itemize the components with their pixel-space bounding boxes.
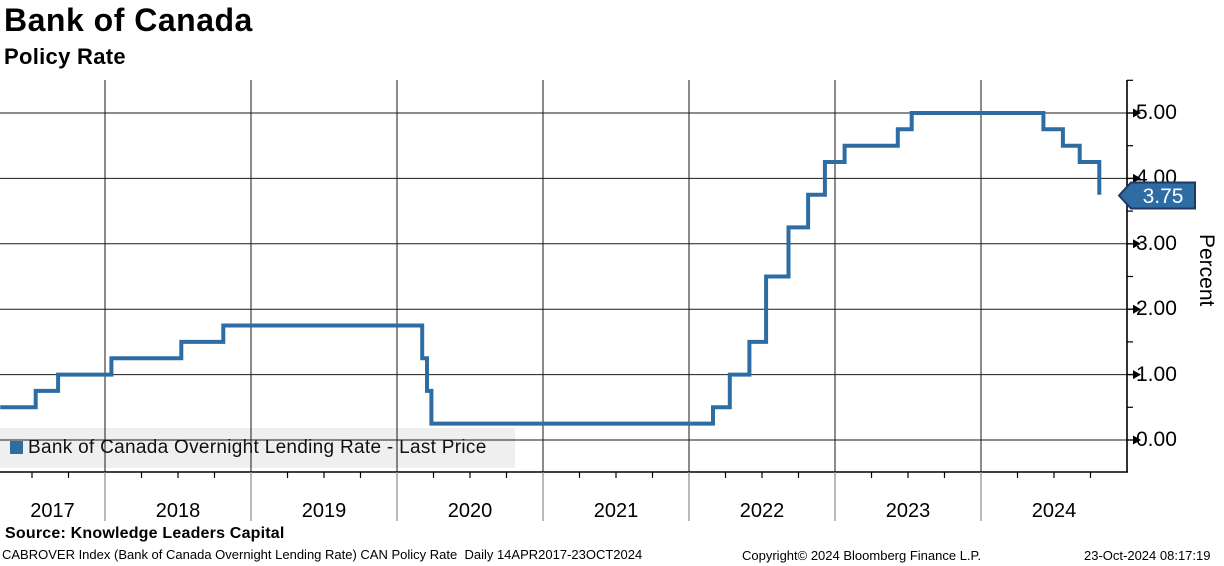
chart-title: Bank of Canada bbox=[4, 2, 253, 38]
y-axis-label: 0.00 bbox=[1136, 428, 1177, 451]
last-price-badge-shape bbox=[1117, 181, 1196, 210]
y-axis-label: 3.00 bbox=[1136, 231, 1177, 255]
x-axis-label: 2024 bbox=[1031, 500, 1077, 522]
x-axis-label: 2021 bbox=[593, 500, 639, 522]
copyright-text: Copyright© 2024 Bloomberg Finance L.P. bbox=[742, 548, 982, 563]
y-tick-arrow bbox=[1133, 239, 1141, 249]
y-tick-arrow bbox=[1133, 304, 1141, 314]
x-axis-label: 2022 bbox=[739, 500, 785, 522]
legend-label: Bank of Canada Overnight Lending Rate - … bbox=[28, 437, 487, 458]
y-tick-arrow bbox=[1133, 370, 1141, 380]
y-axis-label: 5.00 bbox=[1136, 101, 1177, 124]
source-text: Source: Knowledge Leaders Capital bbox=[5, 525, 285, 542]
x-axis-label: 2020 bbox=[447, 500, 493, 522]
x-axis-label: 2023 bbox=[885, 500, 931, 522]
legend-background bbox=[0, 428, 515, 468]
x-axis-label: 2017 bbox=[30, 500, 75, 522]
timestamp-text: 23-Oct-2024 08:17:19 bbox=[1084, 548, 1211, 563]
x-axis-label: 2019 bbox=[301, 500, 347, 522]
policy-rate-line bbox=[0, 111, 1102, 426]
last-price-badge-value: 3.75 bbox=[1143, 185, 1184, 208]
chart-subtitle: Policy Rate bbox=[4, 44, 126, 69]
y-axis-title: Percent bbox=[1195, 234, 1218, 307]
ticker-description: CABROVER Index (Bank of Canada Overnight… bbox=[2, 547, 643, 562]
legend-marker bbox=[10, 441, 23, 454]
y-axis-label: 2.00 bbox=[1136, 297, 1177, 321]
y-tick-arrow bbox=[1133, 435, 1141, 445]
y-tick-arrow bbox=[1133, 108, 1141, 118]
y-axis-label: 1.00 bbox=[1136, 362, 1177, 386]
x-axis-label: 2018 bbox=[155, 500, 201, 522]
y-tick-arrow bbox=[1133, 173, 1141, 183]
last-price-badge: 3.75 bbox=[1117, 181, 1196, 210]
